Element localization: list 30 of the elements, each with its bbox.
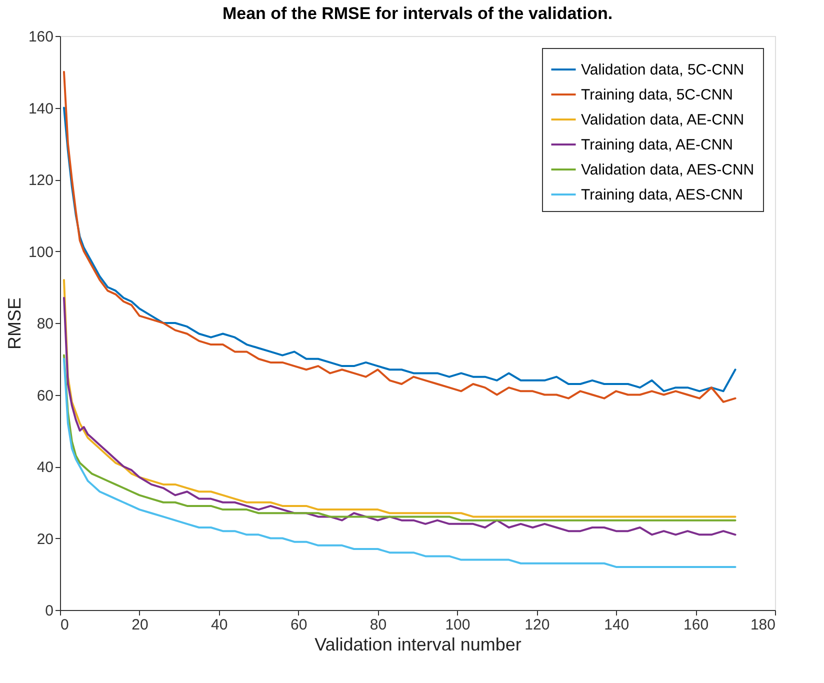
x-tick-label: 100	[445, 616, 470, 634]
y-tick-label: 80	[36, 316, 54, 332]
legend-label: Training data, 5C-CNN	[581, 86, 733, 104]
line-series	[62, 358, 736, 568]
y-tick-label: 0	[45, 602, 54, 620]
chart-title: Mean of the RMSE for intervals of the validation.	[222, 4, 613, 23]
y-tick-label: 40	[36, 459, 54, 476]
y-tick-label: 120	[28, 172, 54, 189]
x-tick-label: 40	[211, 616, 228, 634]
line-series	[62, 354, 736, 522]
x-tick-label: 80	[370, 616, 387, 634]
x-tick-label: 60	[290, 616, 308, 634]
x-tick-label: 0	[60, 616, 69, 634]
x-tick-label: 160	[684, 616, 709, 634]
legend-label: Validation data, AE-CNN	[581, 112, 744, 128]
legend-label: Validation data, AES-CNN	[581, 162, 754, 178]
x-axis-title: Validation interval number	[314, 634, 522, 654]
legend-label: Training data, AES-CNN	[581, 186, 744, 204]
x-tick-label: 140	[604, 616, 630, 634]
y-tick-label: 60	[36, 387, 54, 404]
y-tick-label: 100	[28, 244, 54, 261]
y-tick-label: 20	[36, 530, 54, 548]
legend-label: Training data, AE-CNN	[581, 136, 734, 154]
y-axis-title: RMSE	[4, 297, 24, 350]
legend-label: Validation data, 5C-CNN	[581, 62, 744, 78]
x-tick-label: 120	[524, 616, 550, 634]
y-tick-label: 140	[28, 100, 54, 118]
x-tick-label: 180	[750, 616, 776, 634]
y-tick-label: 160	[28, 28, 54, 46]
x-tick-label: 20	[132, 616, 148, 634]
